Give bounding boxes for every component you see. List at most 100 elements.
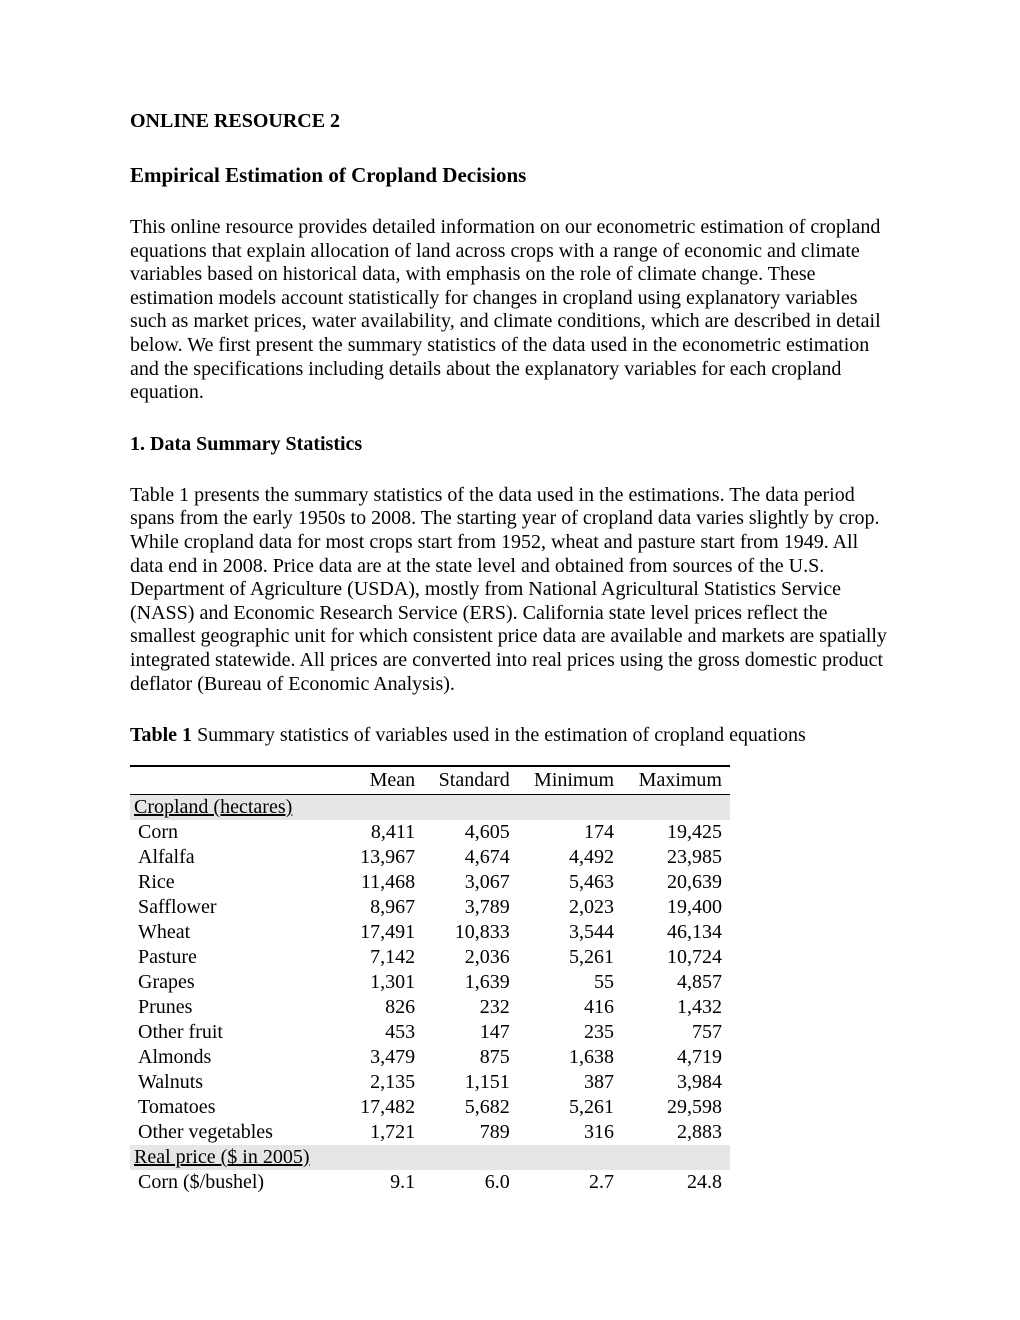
- cell-minimum: 5,463: [518, 870, 622, 895]
- table-1-caption: Table 1 Summary statistics of variables …: [130, 724, 890, 747]
- table-section-empty: [346, 1145, 423, 1170]
- section-1-paragraph: Table 1 presents the summary statistics …: [130, 484, 890, 696]
- table-row: Wheat17,49110,8333,54446,134: [130, 920, 730, 945]
- table-1: Mean Standard Minimum Maximum Cropland (…: [130, 765, 730, 1195]
- cell-standard: 147: [423, 1020, 518, 1045]
- cell-mean: 7,142: [346, 945, 423, 970]
- cell-minimum: 387: [518, 1070, 622, 1095]
- section-1-heading: 1. Data Summary Statistics: [130, 433, 890, 456]
- table-section-empty: [346, 795, 423, 821]
- cell-mean: 17,482: [346, 1095, 423, 1120]
- cell-minimum: 235: [518, 1020, 622, 1045]
- document-page: ONLINE RESOURCE 2 Empirical Estimation o…: [0, 0, 1020, 1320]
- row-label: Corn: [130, 820, 346, 845]
- row-label: Safflower: [130, 895, 346, 920]
- table-caption-text: Summary statistics of variables used in …: [192, 724, 806, 746]
- table-section-empty: [518, 1145, 622, 1170]
- cell-maximum: 757: [622, 1020, 730, 1045]
- cell-mean: 13,967: [346, 845, 423, 870]
- table-section-empty: [518, 795, 622, 821]
- cell-maximum: 23,985: [622, 845, 730, 870]
- table-row: Safflower8,9673,7892,02319,400: [130, 895, 730, 920]
- cell-standard: 1,151: [423, 1070, 518, 1095]
- cell-standard: 1,639: [423, 970, 518, 995]
- table-section-empty: [423, 1145, 518, 1170]
- table-row: Corn8,4114,60517419,425: [130, 820, 730, 845]
- cell-minimum: 5,261: [518, 1095, 622, 1120]
- table-row: Tomatoes17,4825,6825,26129,598: [130, 1095, 730, 1120]
- cell-minimum: 316: [518, 1120, 622, 1145]
- cell-mean: 11,468: [346, 870, 423, 895]
- table-row: Grapes1,3011,639554,857: [130, 970, 730, 995]
- cell-minimum: 5,261: [518, 945, 622, 970]
- table-row: Alfalfa13,9674,6744,49223,985: [130, 845, 730, 870]
- table-caption-label: Table 1: [130, 724, 192, 746]
- table-body: Cropland (hectares)Corn8,4114,60517419,4…: [130, 795, 730, 1196]
- cell-maximum: 20,639: [622, 870, 730, 895]
- cell-mean: 3,479: [346, 1045, 423, 1070]
- table-row: Other vegetables1,7217893162,883: [130, 1120, 730, 1145]
- col-header-mean: Mean: [346, 766, 423, 795]
- table-row: Pasture7,1422,0365,26110,724: [130, 945, 730, 970]
- cell-maximum: 24.8: [622, 1170, 730, 1195]
- cell-mean: 1,301: [346, 970, 423, 995]
- table-section-label: Real price ($ in 2005): [130, 1145, 346, 1170]
- table-section-row: Cropland (hectares): [130, 795, 730, 821]
- cell-standard: 5,682: [423, 1095, 518, 1120]
- cell-standard: 3,789: [423, 895, 518, 920]
- cell-mean: 8,967: [346, 895, 423, 920]
- table-row: Almonds3,4798751,6384,719: [130, 1045, 730, 1070]
- row-label: Corn ($/bushel): [130, 1170, 346, 1195]
- cell-minimum: 174: [518, 820, 622, 845]
- cell-minimum: 2,023: [518, 895, 622, 920]
- cell-maximum: 19,400: [622, 895, 730, 920]
- cell-maximum: 2,883: [622, 1120, 730, 1145]
- row-label: Alfalfa: [130, 845, 346, 870]
- row-label: Other vegetables: [130, 1120, 346, 1145]
- table-row: Walnuts2,1351,1513873,984: [130, 1070, 730, 1095]
- table-section-empty: [423, 795, 518, 821]
- col-header-minimum: Minimum: [518, 766, 622, 795]
- table-head: Mean Standard Minimum Maximum: [130, 766, 730, 795]
- cell-standard: 3,067: [423, 870, 518, 895]
- row-label: Walnuts: [130, 1070, 346, 1095]
- cell-minimum: 55: [518, 970, 622, 995]
- table-row: Prunes8262324161,432: [130, 995, 730, 1020]
- col-header-standard: Standard: [423, 766, 518, 795]
- cell-standard: 4,674: [423, 845, 518, 870]
- cell-mean: 8,411: [346, 820, 423, 845]
- cell-minimum: 4,492: [518, 845, 622, 870]
- cell-standard: 2,036: [423, 945, 518, 970]
- cell-maximum: 1,432: [622, 995, 730, 1020]
- row-label: Pasture: [130, 945, 346, 970]
- table-row: Corn ($/bushel)9.16.02.724.8: [130, 1170, 730, 1195]
- cell-mean: 17,491: [346, 920, 423, 945]
- col-header-maximum: Maximum: [622, 766, 730, 795]
- document-title: Empirical Estimation of Cropland Decisio…: [130, 163, 890, 188]
- cell-standard: 4,605: [423, 820, 518, 845]
- intro-paragraph: This online resource provides detailed i…: [130, 216, 890, 405]
- cell-maximum: 4,857: [622, 970, 730, 995]
- table-header-row: Mean Standard Minimum Maximum: [130, 766, 730, 795]
- cell-standard: 10,833: [423, 920, 518, 945]
- cell-mean: 453: [346, 1020, 423, 1045]
- table-row: Other fruit453147235757: [130, 1020, 730, 1045]
- table-section-empty: [622, 795, 730, 821]
- table-section-row: Real price ($ in 2005): [130, 1145, 730, 1170]
- cell-minimum: 2.7: [518, 1170, 622, 1195]
- cell-maximum: 29,598: [622, 1095, 730, 1120]
- table-section-empty: [622, 1145, 730, 1170]
- document-header: ONLINE RESOURCE 2: [130, 110, 890, 133]
- cell-minimum: 416: [518, 995, 622, 1020]
- cell-standard: 232: [423, 995, 518, 1020]
- cell-maximum: 4,719: [622, 1045, 730, 1070]
- cell-standard: 875: [423, 1045, 518, 1070]
- row-label: Grapes: [130, 970, 346, 995]
- cell-maximum: 3,984: [622, 1070, 730, 1095]
- cell-maximum: 46,134: [622, 920, 730, 945]
- cell-standard: 6.0: [423, 1170, 518, 1195]
- row-label: Tomatoes: [130, 1095, 346, 1120]
- col-header-empty: [130, 766, 346, 795]
- row-label: Rice: [130, 870, 346, 895]
- cell-maximum: 10,724: [622, 945, 730, 970]
